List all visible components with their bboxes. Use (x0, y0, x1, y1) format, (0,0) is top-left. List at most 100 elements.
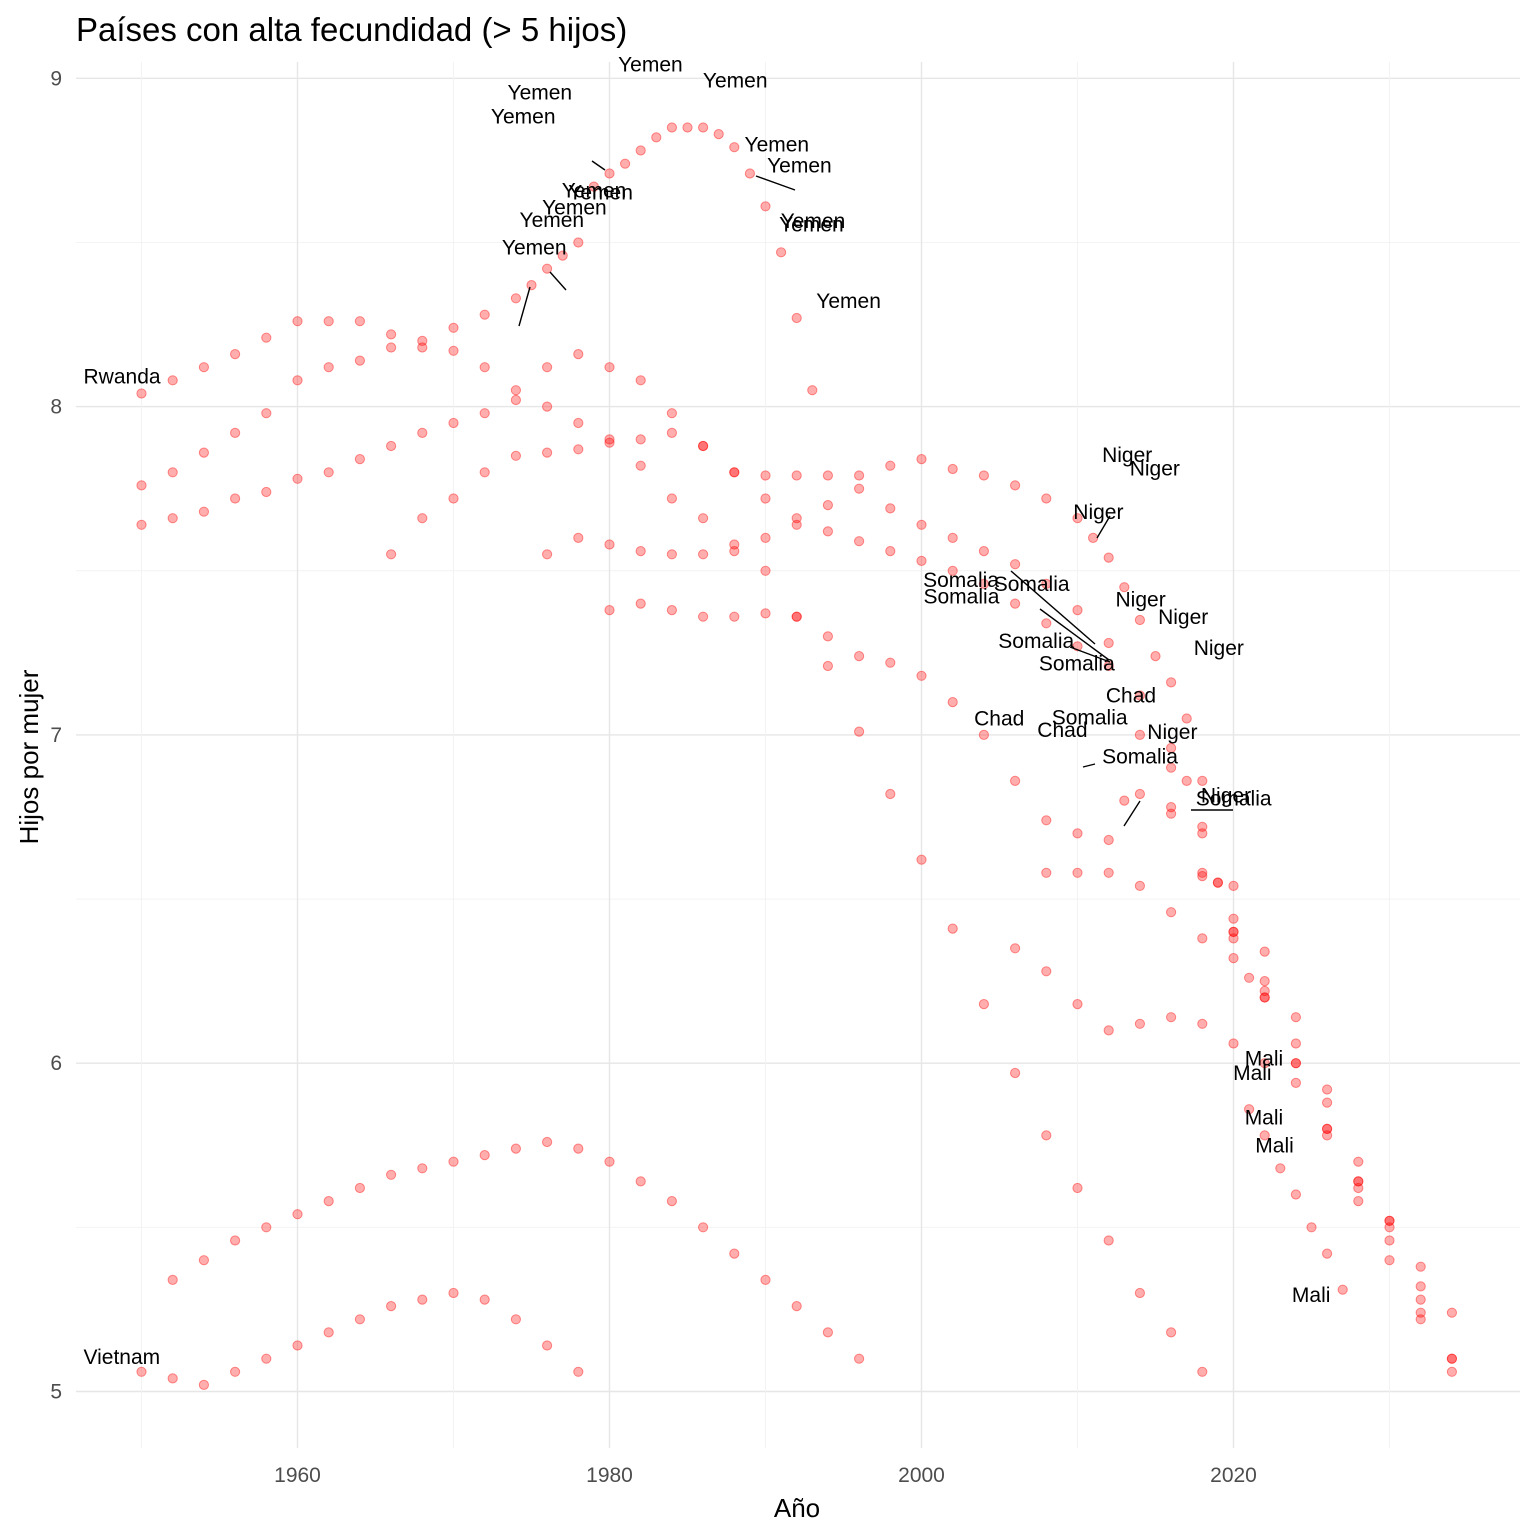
data-point (760, 493, 771, 504)
y-tick-label: 9 (50, 67, 62, 90)
data-point (354, 355, 365, 366)
data-point (1322, 1248, 1333, 1259)
data-point (198, 1255, 209, 1266)
data-point (136, 519, 147, 530)
data-point (698, 549, 709, 560)
data-point (292, 375, 303, 386)
y-tick-label: 6 (50, 1052, 62, 1075)
data-point (1072, 828, 1083, 839)
data-point (542, 549, 553, 560)
data-point (386, 1301, 397, 1312)
data-point (417, 342, 428, 353)
data-point (448, 322, 459, 333)
data-point (1166, 1327, 1177, 1338)
data-point (1041, 966, 1052, 977)
data-point (729, 467, 740, 478)
data-point (198, 1379, 209, 1391)
data-point (1134, 1287, 1146, 1299)
data-point (1010, 480, 1021, 491)
data-point (479, 1150, 490, 1161)
data-point (354, 454, 365, 465)
data-point (791, 1301, 802, 1312)
data-point (822, 526, 834, 537)
data-point (198, 362, 209, 373)
point-labels: RwandaVietnamYemenYemenYemenYemenYemenYe… (84, 54, 1331, 1369)
point-label: Somalia (994, 573, 1070, 596)
data-point (604, 437, 615, 448)
data-point (1166, 907, 1177, 918)
data-point (1384, 1215, 1395, 1226)
data-point (885, 460, 896, 471)
data-point (1166, 677, 1177, 688)
data-point (698, 440, 709, 452)
data-point (386, 549, 397, 560)
data-point (916, 670, 927, 681)
data-point (854, 1353, 865, 1364)
data-point (776, 247, 787, 258)
data-point (1181, 713, 1192, 724)
data-point (1228, 913, 1239, 924)
point-label: Rwanda (84, 366, 161, 389)
data-point (1306, 1222, 1317, 1233)
data-point (1259, 992, 1270, 1003)
data-point (854, 726, 865, 737)
data-point (136, 388, 147, 399)
data-point (1134, 614, 1146, 626)
data-point (1197, 933, 1208, 944)
x-axis-label: Año (774, 1493, 820, 1523)
point-label: Mali (1233, 1062, 1272, 1085)
data-point (1119, 582, 1130, 593)
data-point (1290, 1012, 1302, 1023)
data-point (1041, 1130, 1052, 1141)
point-label: Niger (1073, 501, 1123, 524)
data-point (1228, 953, 1239, 964)
data-point (1415, 1307, 1426, 1318)
data-point (635, 145, 646, 156)
data-point (1197, 871, 1208, 882)
data-point (1322, 1123, 1333, 1135)
data-point (635, 434, 646, 445)
data-point (386, 1169, 397, 1180)
data-point (573, 417, 584, 429)
data-point (729, 546, 740, 557)
data-point (822, 660, 834, 672)
x-tick-label: 2020 (1210, 1464, 1257, 1487)
data-point (1384, 1235, 1395, 1246)
data-point (1072, 999, 1083, 1010)
data-point (167, 467, 178, 478)
data-point (666, 493, 678, 504)
data-point (978, 729, 990, 741)
data-point (1259, 946, 1270, 957)
data-point (230, 427, 241, 438)
data-point (479, 1294, 490, 1305)
point-label: Chad (1037, 719, 1087, 742)
data-point (1134, 1018, 1146, 1029)
data-point (760, 1274, 771, 1286)
data-point (1290, 1058, 1302, 1069)
data-point (136, 480, 147, 491)
leader-line (549, 271, 567, 291)
data-point (854, 483, 865, 494)
data-point (354, 316, 365, 327)
data-point (604, 1156, 615, 1167)
data-point (1041, 815, 1052, 826)
data-point (744, 168, 756, 179)
data-point (822, 470, 834, 481)
data-point (1010, 775, 1021, 787)
point-label: Somalia (1196, 787, 1272, 810)
data-point (1072, 513, 1083, 524)
data-point (386, 342, 397, 353)
y-tick-label: 7 (50, 724, 62, 747)
data-point (807, 385, 818, 396)
data-point (1010, 943, 1021, 954)
data-point (1353, 1176, 1364, 1187)
data-point (729, 467, 740, 478)
x-tick-label: 2000 (898, 1464, 945, 1487)
data-point (698, 513, 709, 524)
data-point (635, 598, 646, 609)
point-label: Niger (1116, 589, 1166, 612)
data-point (620, 158, 631, 169)
data-point (760, 532, 771, 544)
data-point (542, 263, 553, 274)
data-point (1166, 808, 1177, 819)
